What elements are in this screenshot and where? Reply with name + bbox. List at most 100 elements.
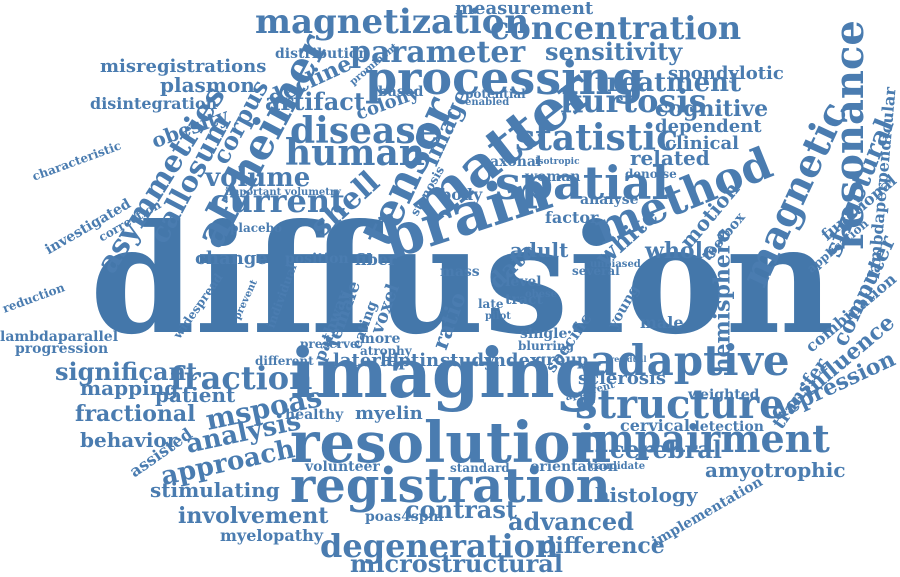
word-fraction: fraction: [170, 359, 313, 397]
word-level: level: [505, 274, 542, 290]
word-important-volumetry: important volumetry: [225, 187, 341, 198]
word-reduction: reduction: [0, 280, 67, 316]
word-mapping: mapping: [80, 376, 179, 400]
word-stimulating: stimulating: [150, 478, 280, 502]
word-contrast: contrast: [405, 495, 517, 524]
word-artifact: artifact: [265, 87, 365, 116]
word-resolution: resolution: [290, 410, 612, 476]
word-disintegration: disintegration: [90, 94, 218, 113]
word-spatial: spatial: [495, 156, 669, 210]
word-denoise: denoise: [625, 167, 677, 181]
word-distribution: distribution: [275, 46, 369, 62]
word-parameter: parameter: [350, 35, 526, 70]
word-unbiased: unbiased: [590, 259, 641, 270]
word-volunteer: volunteer: [305, 459, 380, 475]
word-kurtosis: kurtosis: [560, 82, 707, 120]
word-adult: adult: [510, 238, 569, 262]
word-hemisphere: hemisphere: [709, 228, 736, 374]
word-adaptive: adaptive: [590, 336, 790, 385]
word-registration: registration: [290, 458, 611, 514]
word-potential: potential: [465, 87, 526, 101]
word-more: more: [360, 331, 401, 347]
word-myelopathy: myelopathy: [220, 526, 324, 545]
word-histology: histology: [595, 483, 698, 507]
word-disease: disease: [290, 110, 439, 152]
word-magnetization: magnetization: [255, 2, 530, 42]
word-body: body: [440, 185, 483, 204]
word-different: different: [255, 354, 314, 368]
word-treatment: treatment: [595, 68, 742, 98]
word-patient: patient: [155, 383, 236, 407]
word-candidate: candidate: [590, 461, 646, 472]
word-obese: obese: [525, 289, 558, 300]
word-male: male: [640, 313, 684, 332]
word-structure: structure: [575, 381, 785, 428]
word-based: based: [378, 84, 424, 100]
word-poas4spm: poas4spm: [365, 509, 444, 525]
word-woman: woman: [525, 169, 581, 185]
word-cerebral: cerebral: [610, 435, 722, 464]
word-single: single: [520, 326, 568, 342]
word-myelin: myelin: [355, 403, 423, 424]
word-axonal: axonal: [490, 154, 542, 170]
word-leptin: leptin: [380, 350, 440, 371]
word-impairment: impairment: [580, 416, 830, 461]
word-fiber: fiber: [355, 250, 397, 269]
word-characteristic: characteristic: [30, 138, 124, 184]
word-progression: progression: [15, 341, 109, 357]
word-volume: volume: [205, 163, 311, 193]
word-spondylotic: spondylotic: [668, 63, 784, 84]
word-detection: detection: [690, 419, 764, 435]
word-several: several: [572, 264, 620, 278]
word-related: related: [630, 146, 710, 170]
word-dependent: dependent: [655, 116, 762, 137]
word-misregistrations: misregistrations: [100, 56, 267, 77]
word-weighted: weighted: [688, 387, 760, 403]
word-clinical: clinical: [665, 133, 740, 154]
word-study: study: [440, 350, 495, 371]
word-behavior: behavior: [80, 428, 178, 452]
word-lateral: lateral: [333, 350, 400, 371]
word-residual: residual: [610, 354, 647, 364]
word-cervical: cervical: [620, 416, 690, 435]
word-advanced: advanced: [508, 507, 634, 536]
word-measurement: measurement: [455, 0, 594, 19]
word-involvement: involvement: [178, 503, 329, 529]
word-concentration: concentration: [490, 9, 742, 47]
word-placebo: placebo: [230, 221, 283, 235]
word-orientation: orientation: [530, 459, 618, 475]
word-current: current: [210, 182, 345, 220]
word-pilot: pilot: [485, 311, 511, 322]
word-index: index: [486, 350, 541, 371]
word-lambdaparallel: lambdaparallel: [0, 329, 119, 345]
word-sensitivity: sensitivity: [545, 37, 683, 66]
word-processing: processing: [365, 51, 645, 105]
word-degeneration: degeneration: [320, 527, 559, 565]
word-healthy: healthy: [285, 407, 344, 423]
word-cognitive: cognitive: [655, 96, 769, 122]
word-enabled: enabled: [465, 97, 510, 108]
word-preserve: preserve: [300, 337, 358, 351]
word-diffusion: diffusion: [90, 192, 835, 368]
word-fractional: fractional: [75, 401, 196, 427]
word-statistic: statistic: [515, 117, 679, 159]
word-change: change: [195, 248, 268, 269]
word-factor: factor: [545, 208, 599, 227]
word-whole: whole: [645, 238, 717, 264]
word-position: position: [285, 251, 349, 267]
word-amyotrophic: amyotrophic: [705, 458, 846, 482]
word-difference: difference: [540, 533, 665, 559]
word-late: late: [478, 297, 504, 311]
word-significant: significant: [55, 357, 198, 386]
word-blurring: blurring: [518, 339, 574, 353]
word-imaging: imaging: [290, 334, 603, 414]
word-tract: tract: [505, 292, 543, 308]
word-group: group: [535, 350, 589, 369]
word-standard: standard: [450, 461, 510, 475]
word-plasmon: plasmon: [160, 73, 255, 97]
word-microstructural: microstructural: [350, 549, 563, 577]
word-sclerosis: sclerosis: [578, 368, 666, 389]
word-atrophy: atrophy: [360, 344, 412, 358]
word-analyse: analyse: [580, 192, 639, 208]
